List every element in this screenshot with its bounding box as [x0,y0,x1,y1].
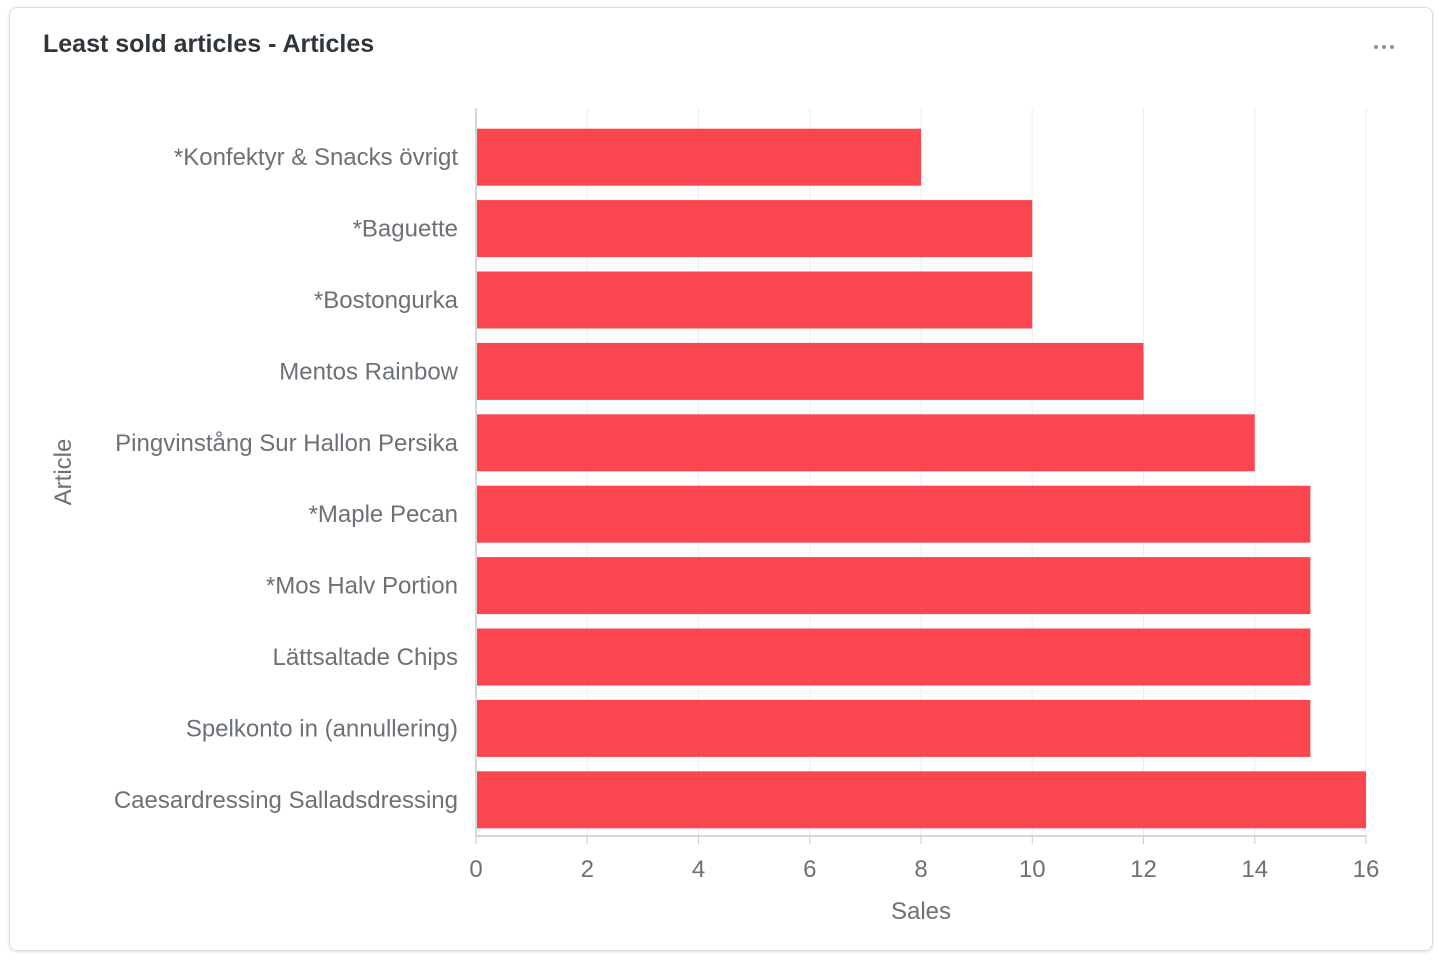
bar[interactable] [477,771,1366,829]
y-tick-label: Lättsaltade Chips [273,644,458,671]
bar[interactable] [477,271,1033,329]
x-axis-title: Sales [891,898,951,925]
y-tick-label: *Mos Halv Portion [266,573,458,600]
bars [477,128,1366,829]
axes [475,108,1367,844]
y-tick-label: Mentos Rainbow [279,358,458,385]
x-tick-label: 4 [692,856,705,883]
more-horizontal-icon [1374,45,1378,49]
y-axis-title: Article [50,439,77,506]
y-tick-label: *Maple Pecan [309,501,458,528]
x-tick-label: 10 [1019,856,1046,883]
y-tick-label: *Bostongurka [314,287,459,314]
y-tick-label: Pingvinstång Sur Hallon Persika [115,430,458,457]
y-tick-label: *Konfektyr & Snacks övrigt [174,144,458,171]
labels: 0 2 4 6 8 10 12 14 16 *Konfektyr & Snacks övrigt *… [50,144,1379,925]
bar[interactable] [477,628,1311,686]
x-tick-label: 6 [803,856,816,883]
bar[interactable] [477,557,1311,615]
bar[interactable] [477,200,1033,258]
y-tick-label: *Baguette [353,216,458,243]
bar[interactable] [477,699,1311,757]
x-tick-label: 0 [469,856,482,883]
y-tick-label: Spelkonto in (annullering) [186,715,458,742]
x-tick-label: 2 [581,856,594,883]
bar[interactable] [477,342,1144,400]
bar[interactable] [477,414,1255,472]
card-title: Least sold articles - Articles [43,30,375,58]
more-horizontal-icon [1390,45,1394,49]
bar[interactable] [477,485,1311,543]
x-tick-label: 12 [1130,856,1157,883]
x-tick-label: 8 [914,856,927,883]
x-tick-label: 16 [1353,856,1380,883]
y-tick-label: Caesardressing Salladsdressing [114,787,458,814]
more-horizontal-icon [1382,45,1386,49]
more-options-button[interactable] [1366,34,1402,60]
bar[interactable] [477,128,921,186]
x-tick-label: 14 [1241,856,1268,883]
